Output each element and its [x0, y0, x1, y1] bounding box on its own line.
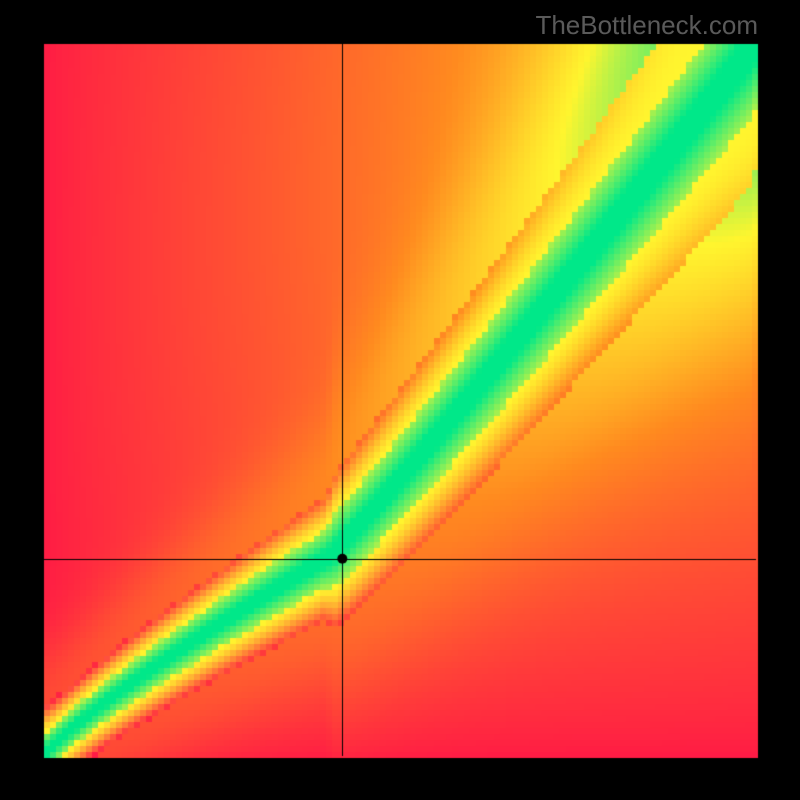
- bottleneck-heatmap: [0, 0, 800, 800]
- watermark-text: TheBottleneck.com: [535, 10, 758, 41]
- chart-container: TheBottleneck.com: [0, 0, 800, 800]
